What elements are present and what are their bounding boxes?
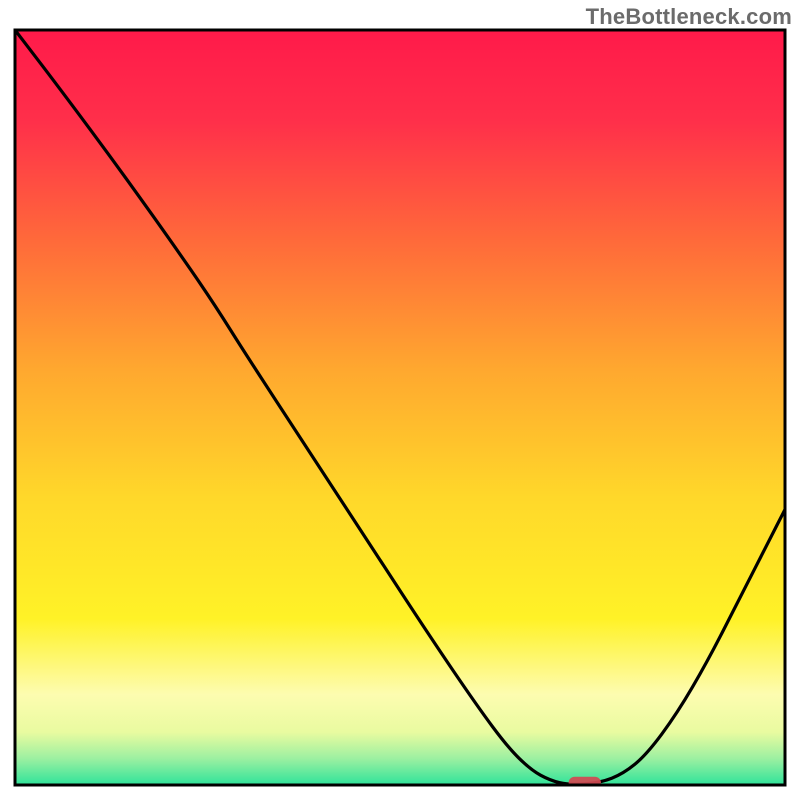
chart-container: TheBottleneck.com [0,0,800,800]
watermark-text: TheBottleneck.com [586,4,792,30]
plot-background [15,30,785,785]
bottleneck-chart [0,0,800,800]
optimal-marker [569,777,601,789]
